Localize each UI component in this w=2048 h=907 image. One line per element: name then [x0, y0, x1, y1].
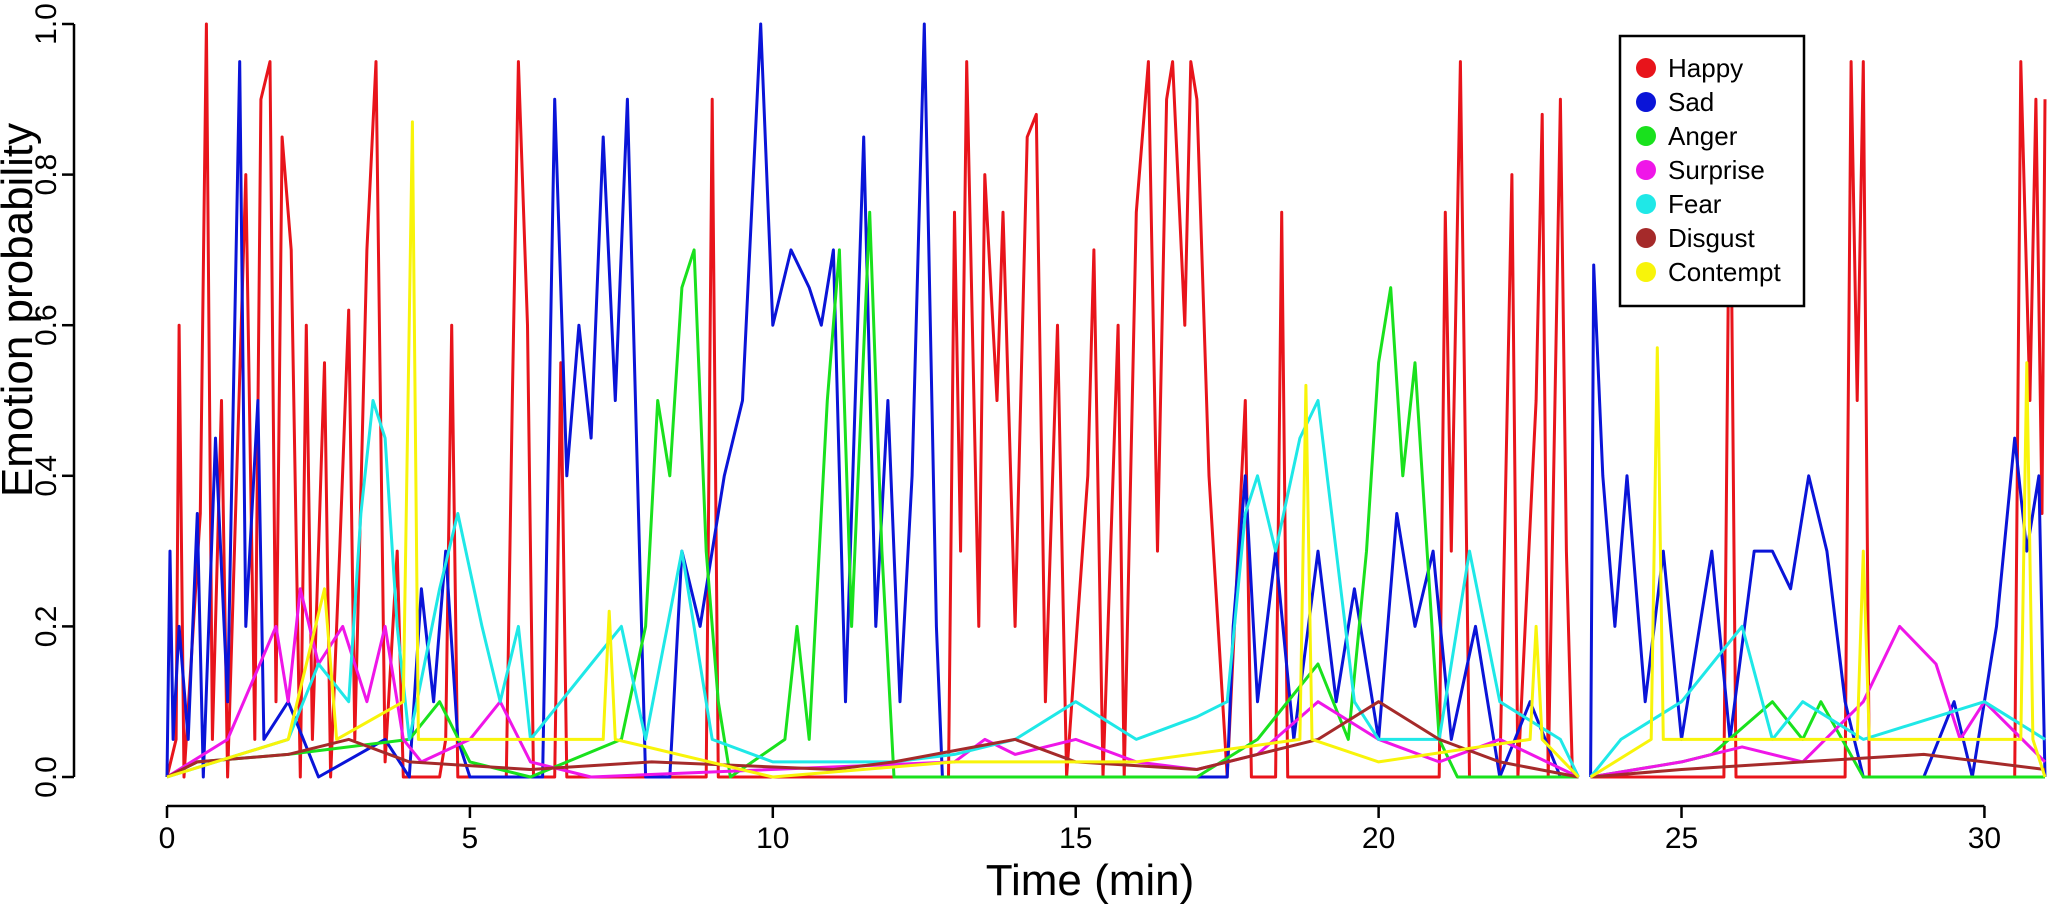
series-line-happy	[165, 22, 1579, 779]
legend-marker-fear	[1636, 194, 1656, 214]
legend-label-anger: Anger	[1668, 121, 1738, 151]
y-tick-label: 0.2	[30, 606, 63, 648]
legend-marker-anger	[1636, 126, 1656, 146]
legend-marker-happy	[1636, 58, 1656, 78]
x-tick-label: 20	[1362, 822, 1395, 855]
x-tick-label: 0	[159, 822, 176, 855]
legend-label-sad: Sad	[1668, 87, 1714, 117]
y-axis-title: Emotion probability	[0, 123, 42, 497]
y-tick-label: 0.4	[30, 455, 63, 497]
legend-label-surprise: Surprise	[1668, 155, 1765, 185]
series-line-sad	[165, 22, 1579, 779]
series-line-contempt	[166, 120, 1580, 779]
series-line-surprise	[166, 587, 1580, 779]
x-tick-label: 25	[1665, 822, 1698, 855]
y-axis: 0.0 0.2 0.4 0.6 0.8 1.0	[30, 3, 76, 798]
legend-label-contempt: Contempt	[1668, 257, 1781, 287]
series-line-surprise-1	[1590, 624, 2047, 779]
x-tick-label: 5	[462, 822, 479, 855]
series-line-sad-1	[1589, 263, 2047, 779]
y-tick-label: 0.0	[30, 756, 63, 798]
y-tick-label: 1.0	[30, 3, 63, 45]
legend-marker-sad	[1636, 92, 1656, 112]
legend-label-disgust: Disgust	[1668, 223, 1755, 253]
legend-label-fear: Fear	[1668, 189, 1722, 219]
series-line-disgust-1	[1590, 752, 2046, 779]
x-axis-title: Time (min)	[986, 856, 1195, 905]
series-line-anger	[166, 210, 1579, 779]
x-tick-label: 30	[1968, 822, 2001, 855]
legend-marker-contempt	[1636, 262, 1656, 282]
series-line-happy-1	[1590, 60, 2047, 779]
x-tick-label: 15	[1059, 822, 1092, 855]
legend: Happy Sad Anger Surprise Fear Disgust Contempt	[1618, 34, 1806, 308]
legend-label-happy: Happy	[1668, 53, 1743, 83]
x-axis: 0 5 10 15 20 25 30	[159, 804, 2001, 855]
x-tick-label: 10	[756, 822, 789, 855]
series-line-disgust	[166, 700, 1579, 779]
y-tick-label: 0.8	[30, 154, 63, 196]
legend-marker-disgust	[1636, 228, 1656, 248]
y-tick-label: 0.6	[30, 304, 63, 346]
plot-area	[165, 22, 2047, 779]
series-line-contempt-1	[1589, 346, 2047, 779]
legend-marker-surprise	[1636, 160, 1656, 180]
series-line-fear	[166, 399, 1580, 779]
